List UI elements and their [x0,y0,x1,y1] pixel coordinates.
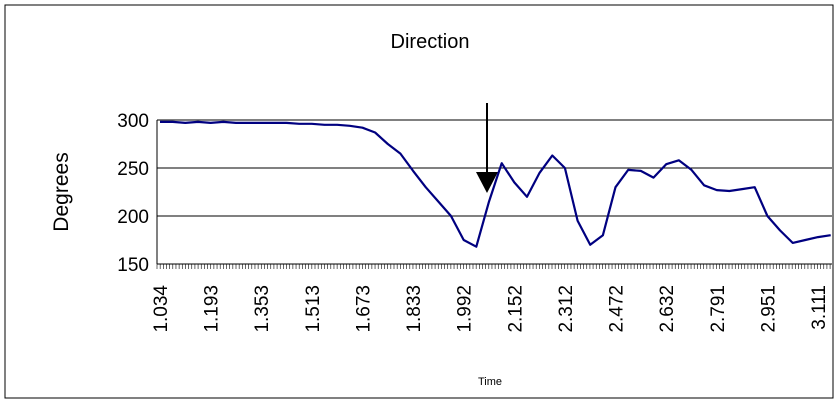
x-tick-label: 2.312 [556,285,577,333]
x-tick-label: 1.513 [303,285,324,333]
annotation-arrowhead [476,172,498,193]
x-tick-label: 1.833 [404,285,425,333]
chart-title: Direction [391,31,470,53]
x-tick-label: 3.111 [809,285,830,330]
x-axis-label: Time [478,376,502,388]
y-tick-label: 200 [117,207,149,228]
x-tick-label: 1.353 [252,285,273,333]
data-line [160,120,831,248]
y-tick-label: 300 [117,111,149,132]
y-tick-label: 250 [117,159,149,180]
y-tick-label: 150 [117,255,149,276]
x-tick-label: 1.034 [151,285,172,333]
x-tick-label: 2.791 [708,285,729,333]
chart-border [4,4,834,399]
y-axis-label: Degrees [50,152,73,231]
x-tick-label: 2.951 [758,285,779,333]
x-tick-label: 1.992 [455,285,476,333]
x-tick-label: 1.193 [202,285,223,333]
x-tick-label: 2.632 [657,285,678,333]
x-tick-label: 2.472 [607,285,628,333]
x-tick-label: 2.152 [505,285,526,333]
x-tick-label: 1.673 [353,285,374,333]
